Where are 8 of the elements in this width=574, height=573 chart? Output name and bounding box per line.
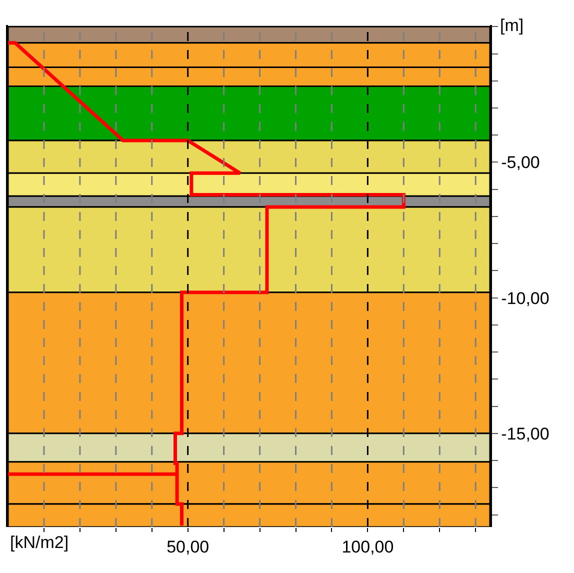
- x-tick-label: 100,00: [342, 537, 394, 556]
- x-axis-title: [kN/m2]: [10, 533, 69, 552]
- y-tick-label: -15,00: [501, 424, 550, 444]
- y-tick-label: -5,00: [501, 153, 540, 172]
- line-series: [8, 41, 406, 527]
- y-axis-title: [m]: [500, 16, 524, 35]
- x-tick-label: 50,00: [166, 537, 210, 556]
- y-tick-label: -10,00: [501, 288, 550, 308]
